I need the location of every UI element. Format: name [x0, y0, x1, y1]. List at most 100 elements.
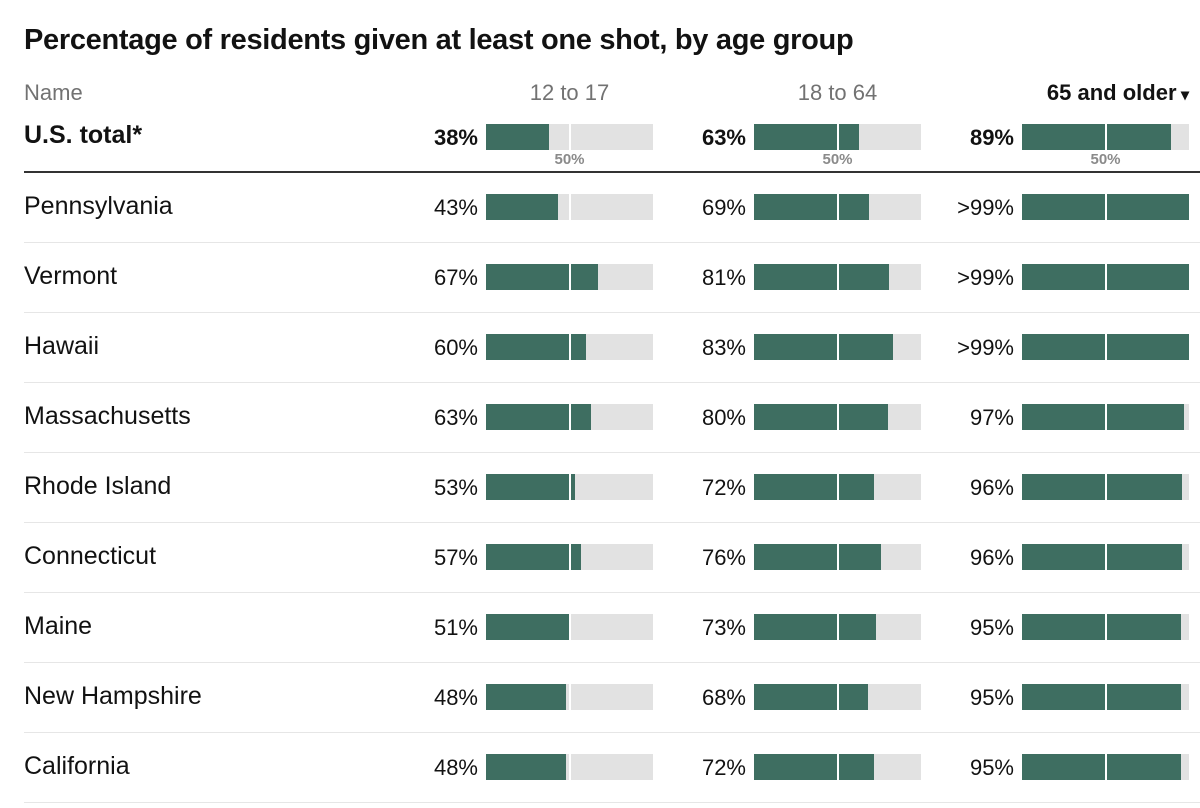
reference-line-50 [568, 124, 571, 150]
reference-line-50 [568, 684, 571, 710]
reference-label-50: 50% [822, 151, 853, 168]
reference-line-50 [568, 474, 571, 500]
row-divider [24, 312, 1200, 313]
name-column-header[interactable]: Name [24, 80, 83, 105]
percent-label: >99% [957, 195, 1014, 220]
table-row: Connecticut 57% 76% 96% [0, 523, 1200, 593]
column-header-1[interactable]: 12 to 17 [460, 80, 680, 106]
row-divider [24, 802, 1200, 803]
table-row: Vermont 67% 81% >99% [0, 243, 1200, 313]
bar-track [486, 404, 653, 430]
row-divider [24, 171, 1200, 173]
bar-fill [486, 124, 550, 150]
column-header-2[interactable]: 18 to 64 [728, 80, 948, 106]
total-row: U.S. total* 38% 50% 63% 50% 89% 50% [0, 103, 1200, 173]
bar-fill [486, 474, 575, 500]
reference-line-50 [836, 194, 839, 220]
percent-label: 96% [969, 545, 1014, 570]
reference-line-50 [1104, 404, 1107, 430]
percent-label: 57% [433, 545, 478, 570]
percent-label: 63% [701, 125, 746, 150]
reference-line-50 [1104, 614, 1107, 640]
state-name: Massachusetts [24, 402, 191, 430]
percent-label: 89% [969, 125, 1014, 150]
percent-label: 96% [969, 475, 1014, 500]
row-divider [24, 452, 1200, 453]
bar-fill [754, 124, 860, 150]
percent-label: 95% [969, 685, 1014, 710]
percent-label: 72% [701, 475, 746, 500]
state-name: Hawaii [24, 332, 100, 360]
bar-track [754, 474, 921, 500]
table-row: Rhode Island 53% 72% 96% [0, 453, 1200, 523]
reference-label-50: 50% [1090, 151, 1121, 168]
bar-fill [486, 404, 592, 430]
bar-track [754, 334, 921, 360]
bar-track [1022, 334, 1189, 360]
state-name: Rhode Island [24, 472, 172, 500]
reference-line-50 [836, 544, 839, 570]
percent-label: 95% [969, 615, 1014, 640]
bar-track [1022, 614, 1189, 640]
reference-line-50 [568, 754, 571, 780]
bar-track [486, 544, 653, 570]
bar-track [1022, 264, 1189, 290]
percent-label: 48% [433, 755, 478, 780]
bar-track [1022, 404, 1189, 430]
percent-label: 67% [433, 265, 478, 290]
state-name: Maine [24, 612, 93, 640]
bar-fill [1022, 754, 1181, 780]
bar-track [754, 404, 921, 430]
state-name: Pennsylvania [24, 192, 173, 220]
bar-track [486, 264, 653, 290]
bar-fill [1022, 474, 1183, 500]
bar-track [486, 614, 653, 640]
bar-track [754, 754, 921, 780]
bar-fill [486, 754, 567, 780]
state-name: California [24, 752, 130, 780]
bar-fill [486, 614, 572, 640]
chart-title: Percentage of residents given at least o… [24, 24, 854, 56]
reference-line-50 [1104, 684, 1107, 710]
bar-fill [754, 404, 888, 430]
percent-label: 63% [433, 405, 478, 430]
bar-track [754, 194, 921, 220]
row-divider [24, 242, 1200, 243]
bar-fill [754, 614, 876, 640]
bar-track [486, 334, 653, 360]
percent-label: >99% [957, 335, 1014, 360]
percent-label: 72% [701, 755, 746, 780]
reference-line-50 [568, 614, 571, 640]
percent-label: 73% [701, 615, 746, 640]
percent-label: 48% [433, 685, 478, 710]
reference-line-50 [568, 194, 571, 220]
column-header-3[interactable]: 65 and older ▾ [969, 80, 1189, 106]
percent-label: 69% [701, 195, 746, 220]
bar-track [1022, 754, 1189, 780]
percent-label: 83% [701, 335, 746, 360]
sort-arrow-icon: ▾ [1176, 87, 1189, 104]
row-divider [24, 662, 1200, 663]
bar-track [1022, 194, 1189, 220]
bar-track [1022, 544, 1189, 570]
percent-label: 76% [701, 545, 746, 570]
percent-label: 95% [969, 755, 1014, 780]
percent-label: 81% [701, 265, 746, 290]
percent-label: 38% [433, 125, 478, 150]
bar-track [754, 614, 921, 640]
row-divider [24, 592, 1200, 593]
bar-fill [754, 264, 890, 290]
percent-label: 60% [433, 335, 478, 360]
bar-fill [754, 474, 875, 500]
column-header-label: 12 to 17 [529, 80, 610, 105]
percent-label: 97% [969, 405, 1014, 430]
table-row: New Hampshire 48% 68% 95% [0, 663, 1200, 733]
column-header-label: 18 to 64 [797, 80, 878, 105]
bar-track [486, 684, 653, 710]
percent-label: 68% [701, 685, 746, 710]
reference-line-50 [836, 684, 839, 710]
percent-label: 80% [701, 405, 746, 430]
bar-track [754, 124, 921, 150]
percent-label: 51% [433, 615, 478, 640]
reference-line-50 [836, 474, 839, 500]
